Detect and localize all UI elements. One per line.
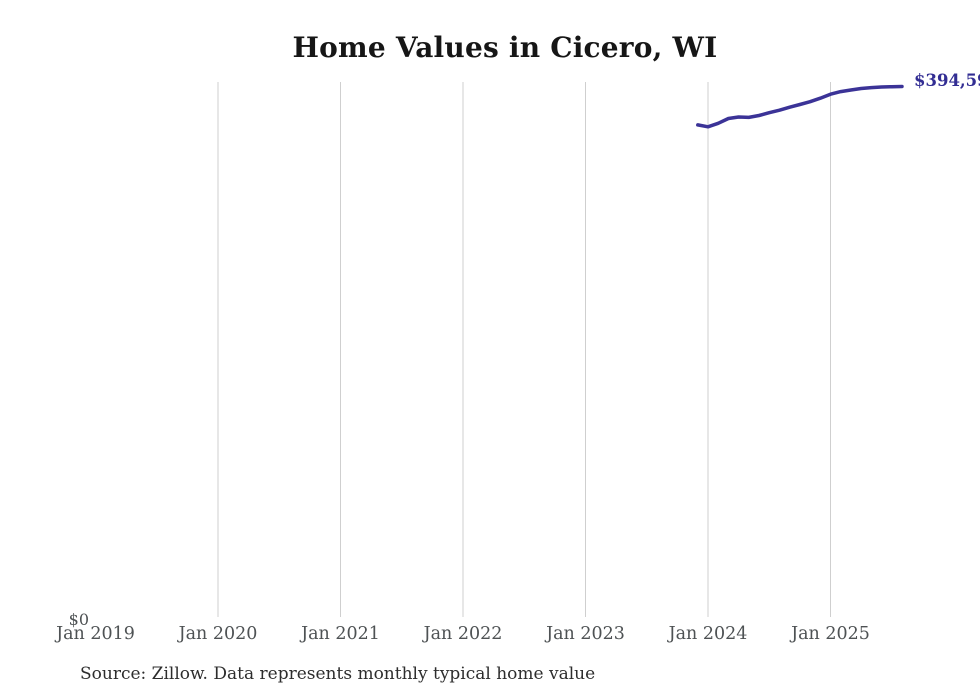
x-tick-label-jan-2019: Jan 2019 <box>56 624 135 644</box>
y-tick-label-zero: $0 <box>68 610 89 629</box>
x-tick-label-jan-2024: Jan 2024 <box>668 624 748 644</box>
x-tick-label-jan-2023: Jan 2023 <box>546 624 625 644</box>
home-value-line <box>696 84 904 129</box>
x-tick-label-jan-2025: Jan 2025 <box>791 624 870 644</box>
x-tick-label-jan-2021: Jan 2021 <box>301 624 380 644</box>
x-tick-label-jan-2022: Jan 2022 <box>423 624 503 644</box>
x-tick-label-jan-2020: Jan 2020 <box>178 624 258 644</box>
chart-title: Home Values in Cicero, WI <box>292 31 718 64</box>
source-note: Source: Zillow. Data represents monthly … <box>80 664 596 684</box>
latest-value-label: $394,599 <box>914 71 980 90</box>
